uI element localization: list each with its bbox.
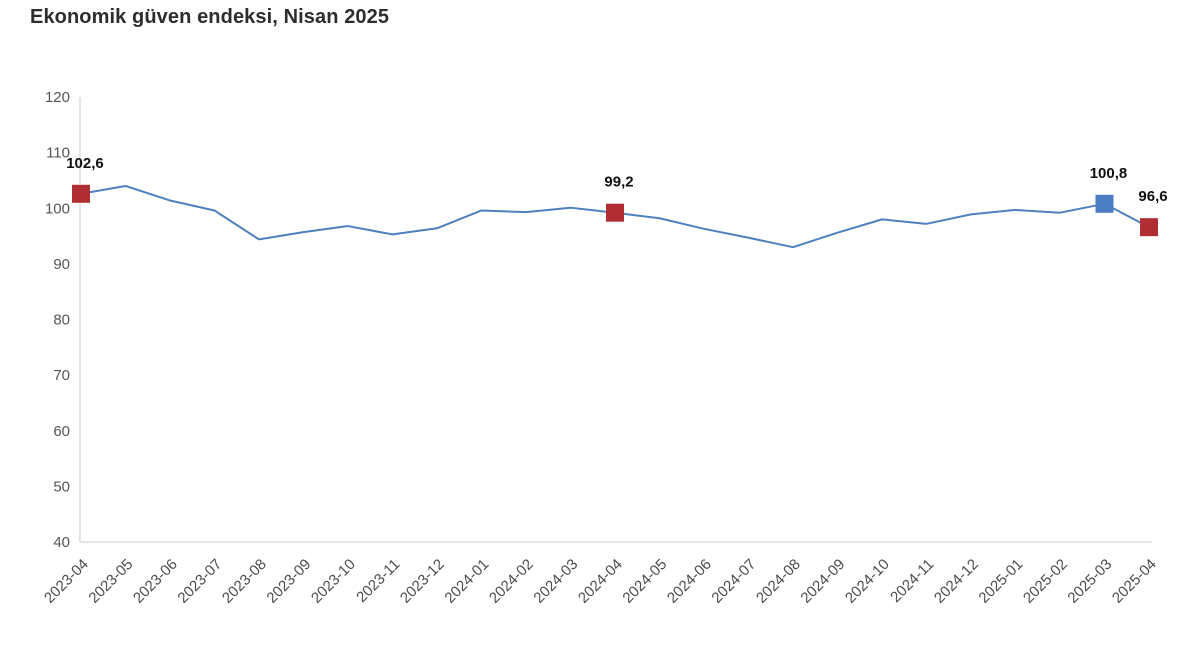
x-axis-tick-label: 2023-11 (353, 556, 403, 606)
x-axis-tick-label: 2024-10 (842, 556, 893, 607)
data-point-marker (1140, 218, 1158, 237)
x-axis-tick-label: 2024-11 (887, 556, 937, 606)
chart-title: Ekonomik güven endeksi, Nisan 2025 (30, 6, 390, 28)
y-axis-tick-label: 100 (45, 200, 70, 217)
x-axis-tick-label: 2024-01 (441, 556, 492, 607)
x-axis-tick-label: 2024-02 (486, 556, 537, 607)
x-axis-tick-label: 2023-05 (85, 556, 136, 607)
y-axis-tick-label: 60 (53, 423, 70, 440)
x-axis-tick-label: 2024-04 (575, 556, 626, 607)
x-axis-tick-label: 2023-08 (219, 556, 270, 607)
x-axis-tick-label: 2023-09 (263, 556, 314, 607)
x-axis-tick-label: 2024-05 (619, 556, 670, 607)
data-point-label: 99,2 (604, 174, 633, 191)
x-axis-tick-label: 2024-03 (530, 556, 581, 607)
x-axis-tick-label: 2023-12 (397, 556, 448, 607)
data-point-label: 102,6 (66, 155, 104, 172)
x-axis-tick-label: 2023-04 (41, 556, 92, 607)
x-axis-tick-label: 2023-10 (308, 556, 359, 607)
x-axis-tick-label: 2025-04 (1109, 556, 1160, 607)
x-axis-tick-label: 2023-06 (130, 556, 181, 607)
y-axis-tick-label: 110 (46, 145, 70, 162)
y-axis-tick-label: 80 (53, 312, 70, 329)
y-axis-tick-label: 50 (53, 478, 70, 495)
x-axis-tick-label: 2024-06 (664, 556, 715, 607)
x-axis-tick-label: 2024-07 (708, 556, 759, 607)
x-axis-tick-label: 2025-02 (1020, 556, 1071, 607)
x-axis-tick-label: 2025-01 (975, 556, 1026, 607)
data-point-label: 100,8 (1090, 165, 1128, 182)
y-axis-tick-label: 40 (53, 534, 70, 551)
y-axis-tick-label: 70 (53, 367, 70, 384)
data-point-marker (606, 203, 624, 222)
x-axis-tick-label: 2024-08 (753, 556, 804, 607)
data-point-marker (72, 184, 90, 203)
x-axis-tick-label: 2023-07 (174, 556, 225, 607)
y-axis-tick-label: 120 (45, 89, 70, 106)
data-point-label: 96,6 (1138, 188, 1167, 205)
y-axis-tick-label: 90 (53, 256, 70, 273)
x-axis-tick-label: 2025-03 (1064, 556, 1115, 607)
x-axis-tick-label: 2024-12 (931, 556, 982, 607)
data-point-marker (1095, 194, 1114, 213)
x-axis-tick-label: 2024-09 (797, 556, 848, 607)
